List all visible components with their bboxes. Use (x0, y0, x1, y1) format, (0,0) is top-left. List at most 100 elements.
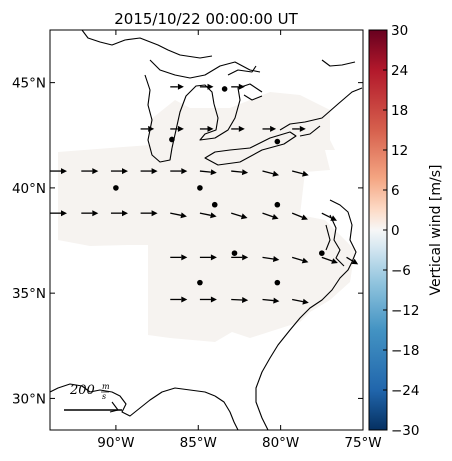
wind-vector-head (273, 297, 280, 304)
colorbar-tick-label: −6 (391, 263, 411, 279)
wind-vector-head (207, 125, 214, 132)
wind-vector-head (351, 258, 359, 265)
wind-vector-shaft (346, 256, 354, 262)
wind-vector-head (177, 83, 184, 90)
x-tick-label: 80°W (262, 435, 299, 451)
wind-vector-head (301, 257, 309, 264)
colorbar-label: Vertical wind [m/s] (428, 165, 444, 296)
wind-vector (170, 296, 188, 303)
wind-vector-head (92, 168, 99, 175)
wind-vector-head (177, 125, 184, 132)
wind-vector (262, 170, 279, 177)
station-marker (274, 279, 281, 286)
colorbar-tick-label: −18 (391, 343, 420, 359)
wind-vector (81, 210, 99, 217)
wind-vector (110, 210, 128, 217)
wind-vector-shaft (262, 256, 274, 260)
wind-vector (262, 212, 279, 220)
wind-vector (110, 168, 128, 175)
x-tick-label: 90°W (97, 435, 134, 451)
map-plot-area (50, 30, 363, 430)
wind-vector (199, 169, 217, 176)
wind-vector-head (180, 212, 187, 219)
wind-vector-head (210, 169, 217, 176)
wind-vector-head (241, 169, 249, 176)
y-tick-label: 45°N (12, 76, 46, 92)
wind-vector-head (302, 170, 309, 177)
station-marker (231, 250, 238, 256)
wind-vector (50, 210, 67, 217)
station-marker (197, 279, 203, 286)
wind-vector (199, 83, 214, 90)
wind-vector-head (271, 214, 279, 220)
wind-vector-head (122, 210, 128, 217)
coastlines (50, 30, 363, 430)
wind-vector-head (181, 254, 188, 261)
wind-vector (231, 297, 249, 303)
wind-vector-head (207, 83, 214, 90)
colorbar-tick-label: 30 (391, 23, 408, 39)
wind-vector-head (301, 214, 308, 220)
station-marker (113, 185, 119, 191)
wind-vector (199, 212, 217, 219)
wind-vector-head (151, 168, 158, 175)
wind-vector (140, 125, 155, 132)
wind-vectors (50, 83, 359, 305)
wind-vector-shaft (321, 256, 333, 262)
station-marker (274, 138, 281, 145)
wind-vector-shaft (199, 212, 211, 216)
wind-vector-head (122, 168, 128, 175)
wind-vector-shaft (231, 212, 242, 217)
x-axis-ticks: 90°W 85°W 80°W 75°W (97, 30, 382, 451)
station-marker (274, 201, 281, 208)
wind-vector-shaft (292, 298, 304, 303)
station-marker (221, 86, 228, 92)
wind-vector-head (242, 297, 249, 303)
wind-vector (199, 296, 217, 303)
wind-vector-shaft (170, 212, 182, 216)
wind-vector (170, 125, 184, 132)
wind-vector-head (151, 210, 158, 217)
chart-title: 2015/10/22 00:00:00 UT (114, 10, 298, 28)
colorbar-tick-label: 12 (391, 143, 408, 159)
wind-vector-head (148, 125, 155, 132)
wind-vector-shaft (292, 170, 303, 175)
wind-vector (262, 297, 280, 304)
wind-vector-head (330, 215, 337, 221)
wind-vector-head (181, 168, 188, 175)
wind-vector (321, 212, 337, 221)
wind-vector-head (240, 213, 248, 220)
wind-vector-head (272, 256, 280, 262)
colorbar-tick-label: 6 (391, 183, 400, 199)
x-tick-label: 85°W (180, 435, 217, 451)
wind-scale-key: 200 m s (64, 382, 122, 411)
wind-vector-shaft (291, 212, 303, 218)
wind-vector-head (238, 83, 245, 90)
wind-vector-shaft (199, 170, 211, 173)
wind-vector (291, 256, 309, 264)
wind-vector (140, 168, 158, 175)
wind-vector (292, 298, 309, 305)
wind-vector-shaft (321, 212, 332, 219)
station-marker (197, 185, 203, 191)
wind-vector (292, 170, 309, 177)
x-tick-label: 75°W (344, 435, 381, 451)
plot-frame (49, 29, 364, 431)
wind-vector-head (331, 258, 338, 264)
wind-vector (231, 169, 249, 176)
y-tick-label: 35°N (12, 286, 46, 302)
wind-vector (321, 256, 338, 264)
wind-vector (170, 168, 188, 175)
colorbar-tick-label: 0 (391, 223, 400, 239)
wind-vector-shaft (262, 212, 274, 218)
wind-vector-head (302, 298, 309, 305)
wind-vector (231, 254, 249, 261)
scale-key-unit-top: m (102, 382, 110, 391)
wind-vector (292, 125, 306, 132)
wind-vector-head (61, 210, 67, 217)
wind-vector (291, 212, 308, 220)
y-axis-ticks: 30°N 35°N 40°N 45°N (12, 76, 363, 407)
wind-vector (170, 83, 184, 90)
wind-vector (199, 125, 214, 132)
